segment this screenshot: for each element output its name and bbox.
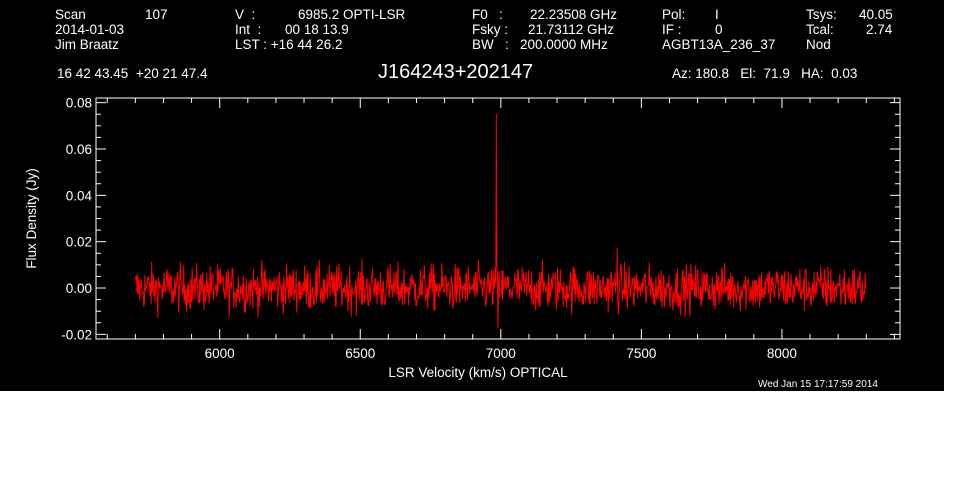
lst-readout: LST : +16 44 26.2 [235, 37, 343, 52]
plot-panel [0, 0, 944, 391]
y-tick-label: 0.08 [66, 96, 92, 111]
y-axis-label: Flux Density (Jy) [24, 168, 39, 269]
pol-label: Pol: [662, 7, 686, 22]
y-tick-label: 0.02 [66, 235, 92, 250]
y-tick-label: 0.06 [66, 142, 92, 157]
timestamp: Wed Jan 15 17:17:59 2014 [758, 379, 878, 390]
fsky-value: 21.73112 GHz [528, 22, 615, 37]
pol-value: I [715, 7, 719, 22]
spectrum-feature-point [495, 113, 498, 115]
x-tick-label: 6500 [345, 346, 375, 361]
tcal-label: Tcal: [806, 22, 834, 37]
spectrum-chart: 6000 6500 7000 7500 8000 -0.02 0.00 0.02 0.04 0.0… [24, 96, 901, 380]
if-value: 0 [715, 22, 723, 37]
y-tick-label: -0.02 [61, 327, 92, 342]
bw-label: BW : [472, 37, 509, 52]
tcal-value: 2.74 [866, 22, 893, 37]
spectrum-series-line [134, 114, 867, 328]
if-label: IF : [662, 22, 682, 37]
scan-label: Scan [55, 7, 86, 22]
x-axis-label: LSR Velocity (km/s) OPTICAL [388, 365, 568, 380]
observation-date: 2014-01-03 [55, 22, 125, 37]
y-tick-label: 0.04 [66, 188, 93, 203]
spectrum-feature-point [497, 326, 499, 329]
f0-value: 22.23508 GHz [530, 7, 618, 22]
f0-label: F0 : [472, 7, 503, 22]
observer-name: Jim Braatz [55, 37, 119, 52]
velocity-label: V : [235, 7, 256, 22]
bw-value: 200.0000 MHz [520, 37, 608, 52]
x-tick-label: 7500 [626, 346, 656, 361]
x-tick-label: 7000 [486, 346, 516, 361]
tsys-label: Tsys: [806, 7, 837, 22]
source-name: J164243+202147 [378, 61, 534, 83]
integration-label: Int : [235, 22, 262, 37]
source-coordinates: 16 42 43.45 +20 21 47.4 [57, 66, 208, 81]
spectrum-feature-point [616, 248, 619, 250]
integration-value: 00 18 13.9 [285, 22, 349, 37]
fsky-label: Fsky : [472, 22, 508, 37]
procedure-name: Nod [806, 37, 831, 52]
scan-value: 107 [145, 7, 168, 22]
tsys-value: 40.05 [859, 7, 893, 22]
az-el-ha-readout: Az: 180.8 El: 71.9 HA: 0.03 [672, 66, 858, 81]
x-tick-label: 6000 [205, 346, 235, 361]
y-tick-label: 0.00 [66, 281, 92, 296]
project-id: AGBT13A_236_37 [662, 37, 776, 52]
x-tick-label: 8000 [767, 346, 797, 361]
velocity-value: 6985.2 OPTI-LSR [298, 7, 406, 22]
